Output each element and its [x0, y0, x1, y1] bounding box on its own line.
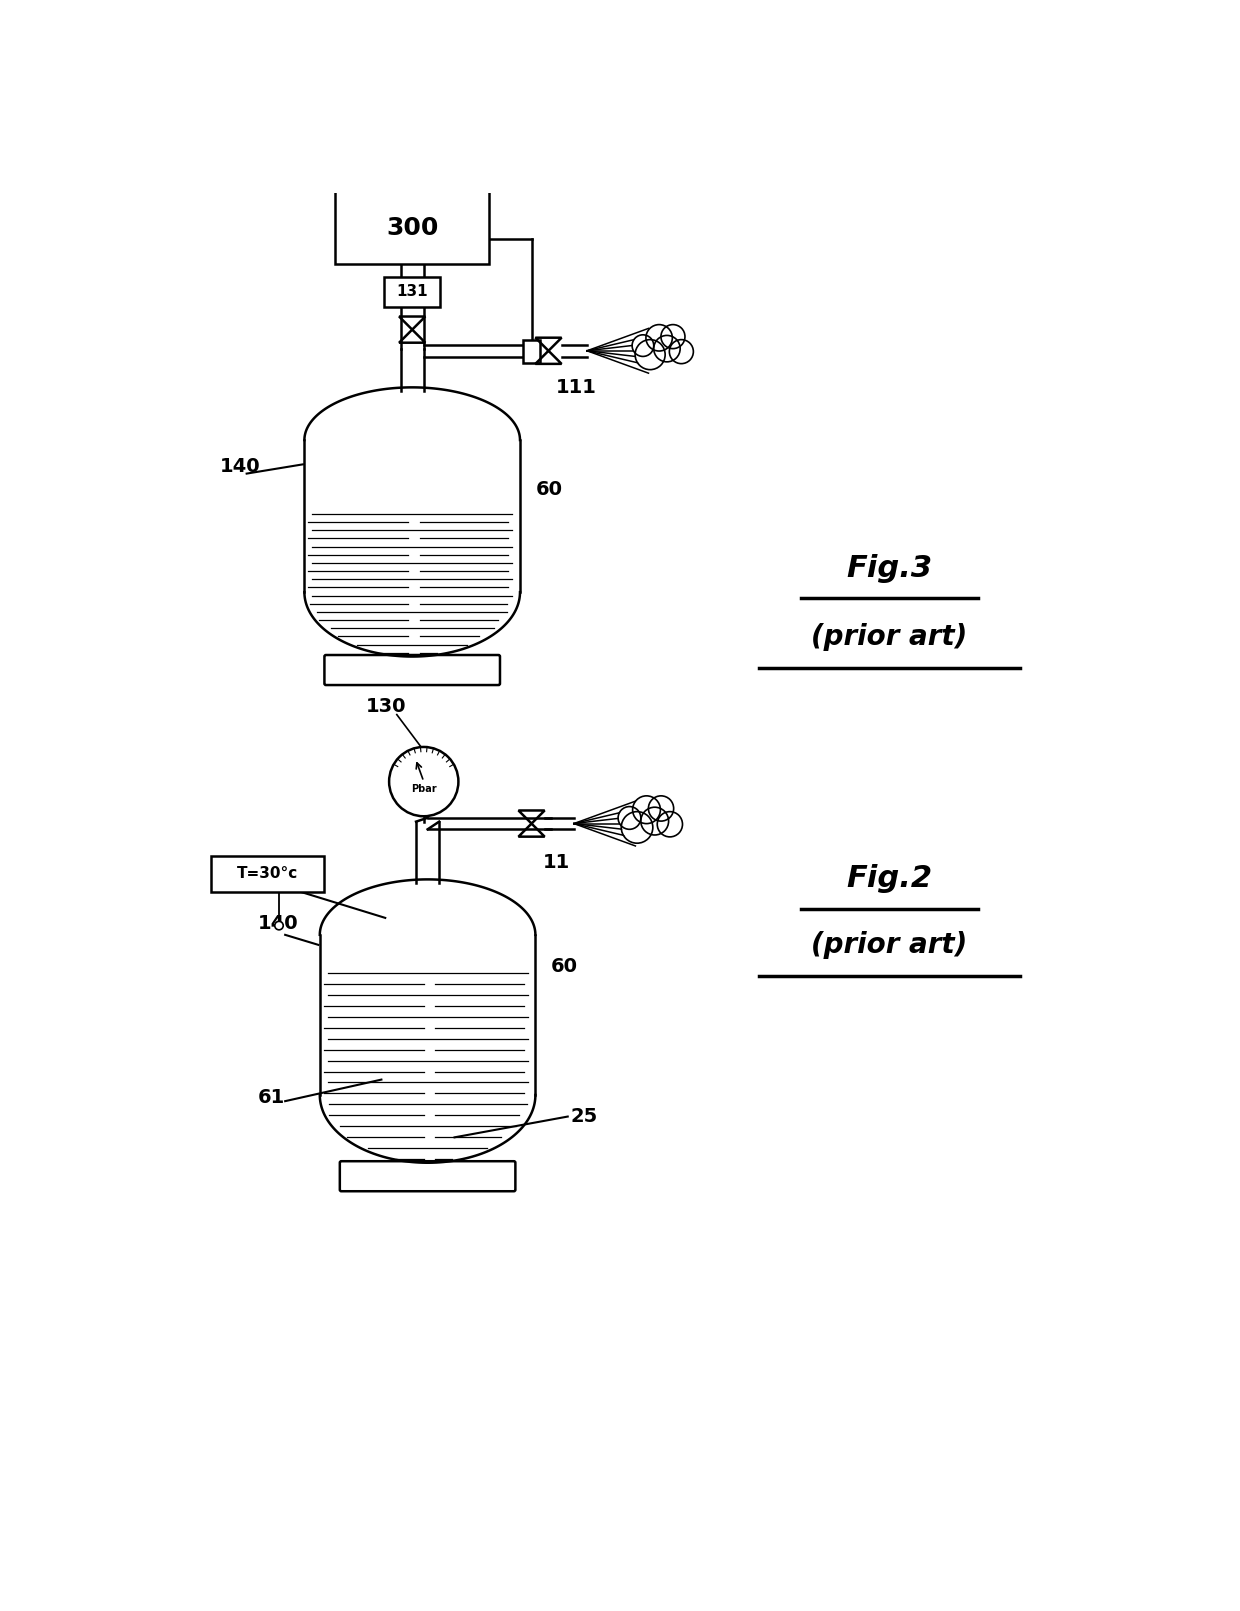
Text: 300: 300	[386, 216, 439, 240]
Bar	[384, 277, 440, 306]
Text: 111: 111	[557, 379, 598, 398]
Circle shape	[658, 812, 682, 836]
Text: T=30°c: T=30°c	[237, 867, 299, 881]
Circle shape	[662, 325, 684, 348]
FancyBboxPatch shape	[211, 855, 325, 892]
Circle shape	[275, 921, 283, 930]
FancyBboxPatch shape	[325, 656, 500, 685]
Text: Pbar: Pbar	[410, 785, 436, 794]
Circle shape	[649, 796, 673, 820]
Text: 140: 140	[258, 915, 299, 933]
Text: 26: 26	[265, 868, 293, 888]
Text: 25: 25	[570, 1107, 598, 1126]
Circle shape	[655, 337, 680, 361]
Text: 60: 60	[551, 957, 578, 976]
Circle shape	[670, 340, 693, 362]
Circle shape	[622, 812, 652, 843]
Circle shape	[619, 807, 640, 828]
Circle shape	[389, 748, 459, 817]
Text: Fig.3: Fig.3	[847, 554, 932, 583]
Bar	[523, 340, 539, 362]
Circle shape	[646, 325, 672, 350]
Bar	[335, 192, 490, 264]
Circle shape	[641, 807, 668, 834]
FancyBboxPatch shape	[340, 1162, 516, 1191]
Text: 61: 61	[258, 1087, 285, 1107]
Circle shape	[634, 796, 660, 823]
Text: 131: 131	[397, 285, 428, 300]
Text: Fig.2: Fig.2	[847, 863, 932, 892]
Text: 140: 140	[219, 458, 260, 477]
Text: (prior art): (prior art)	[811, 931, 967, 959]
Text: 130: 130	[366, 698, 407, 717]
Text: 11: 11	[543, 852, 570, 872]
Circle shape	[636, 340, 665, 369]
Text: (prior art): (prior art)	[811, 622, 967, 651]
Text: 60: 60	[536, 480, 563, 499]
Circle shape	[632, 335, 653, 356]
